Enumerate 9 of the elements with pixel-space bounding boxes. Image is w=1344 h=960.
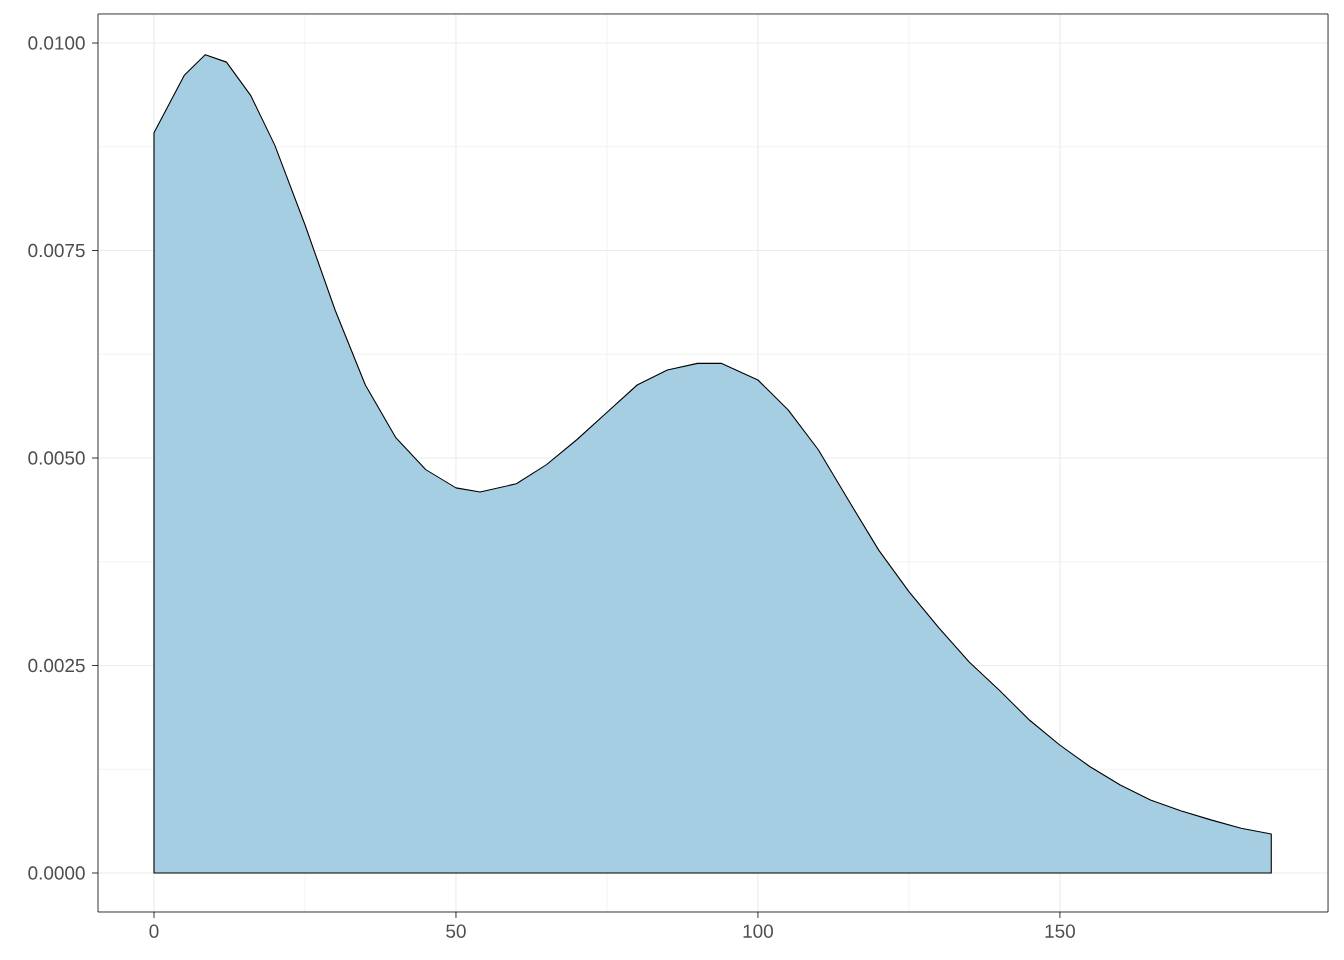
y-tick-label: 0.0000 xyxy=(28,866,85,880)
y-tick-label: 0.0050 xyxy=(28,451,85,465)
x-tick-label: 100 xyxy=(743,924,773,938)
y-tick-label: 0.0025 xyxy=(28,658,85,673)
x-tick-label: 0 xyxy=(149,924,159,938)
x-tick-label: 50 xyxy=(446,924,466,938)
x-tick-label: 150 xyxy=(1045,924,1075,938)
y-tick-label: 0.0075 xyxy=(28,243,85,258)
y-tick-label: 0.0100 xyxy=(28,36,85,50)
